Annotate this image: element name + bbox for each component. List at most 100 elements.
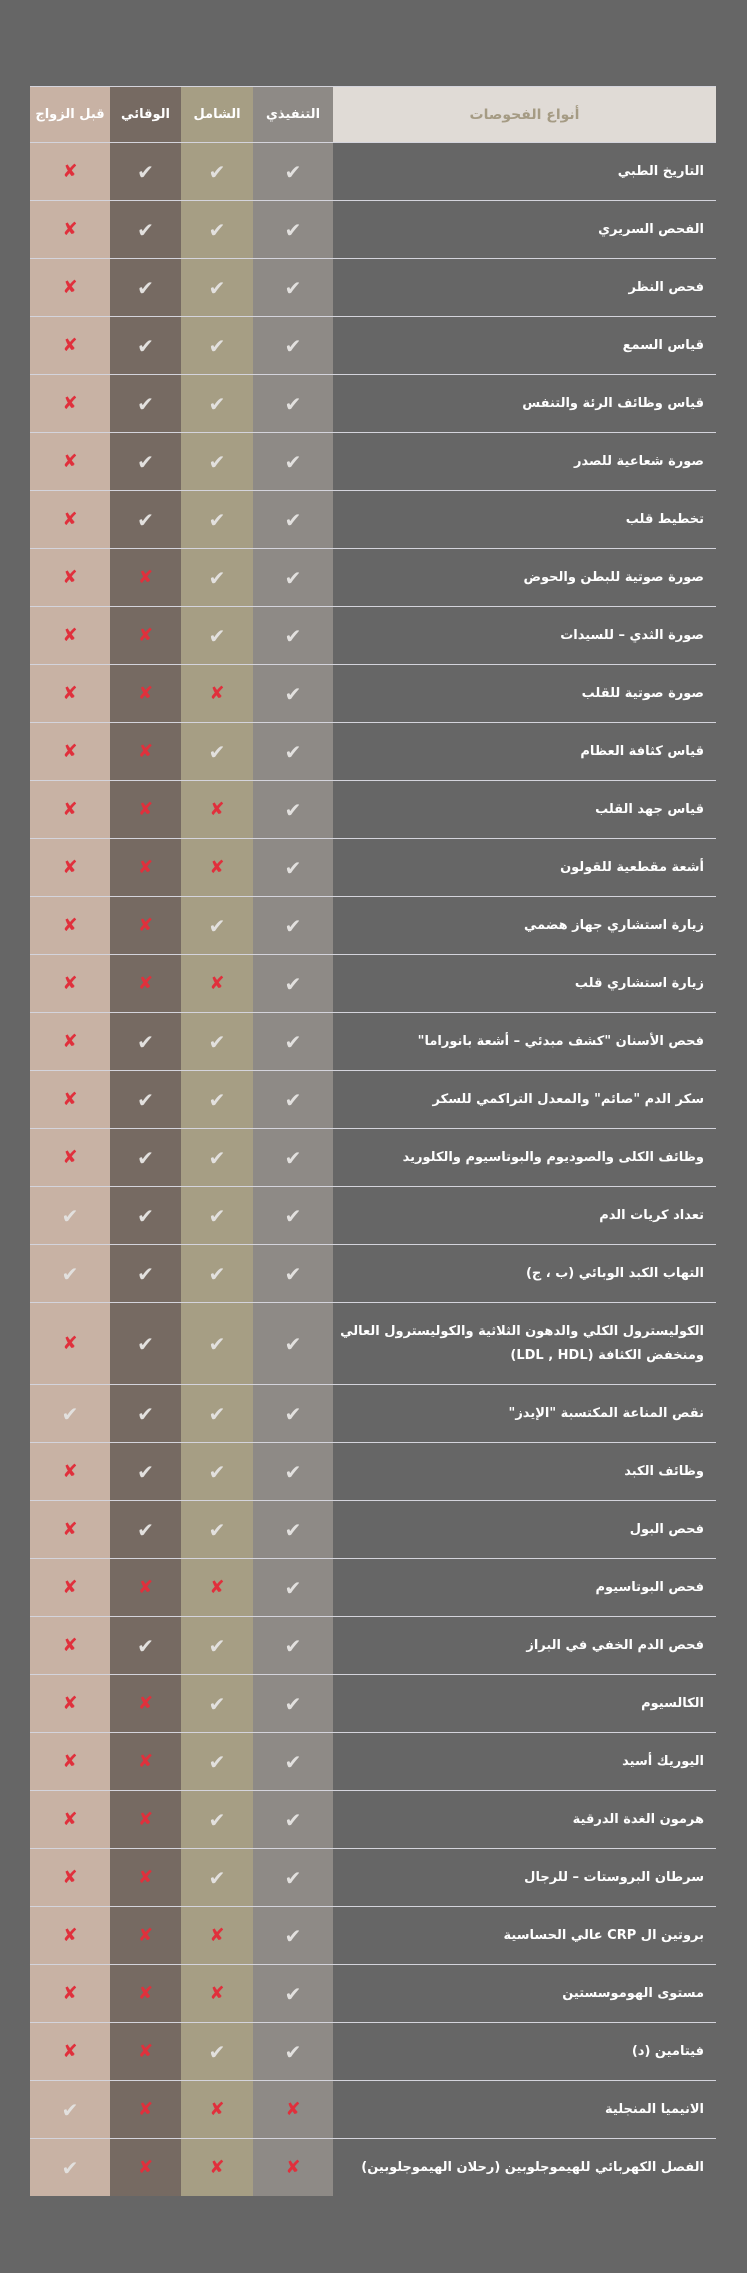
cell-premarital: ✘ <box>30 1907 110 1964</box>
cell-executive: ✔ <box>253 201 333 258</box>
cell-preventive: ✔ <box>110 1303 181 1384</box>
cross-icon: ✘ <box>62 1088 78 1110</box>
table-header: أنواع الفحوصات التنفيذي الشامل الوقائي ق… <box>30 86 716 142</box>
check-icon: ✔ <box>284 1401 302 1426</box>
table-row: الانيميا المنجلية ✘ ✘ ✘ ✔ <box>30 2080 716 2138</box>
cell-preventive: ✔ <box>110 1245 181 1302</box>
test-name: وظائف الكلى والصوديوم والبوتاسيوم والكلو… <box>402 1149 704 1165</box>
cell-preventive: ✘ <box>110 549 181 606</box>
cross-icon: ✘ <box>137 2156 154 2178</box>
test-name: الانيميا المنجلية <box>605 2101 704 2117</box>
check-icon: ✔ <box>284 1807 302 1832</box>
cross-icon: ✘ <box>62 508 78 530</box>
cell-premarital: ✘ <box>30 1791 110 1848</box>
table-row: الفصل الكهربائي للهيموجلوبين (رحلان الهي… <box>30 2138 716 2196</box>
check-icon: ✔ <box>284 1923 302 1948</box>
test-name: الكوليسترول الكلي والدهون الثلاثية والكو… <box>340 1323 704 1363</box>
cell-premarital: ✘ <box>30 317 110 374</box>
check-icon: ✔ <box>284 1691 302 1716</box>
check-icon: ✔ <box>208 1459 226 1484</box>
cell-preventive: ✔ <box>110 1617 181 1674</box>
cross-icon: ✘ <box>285 2156 301 2178</box>
cell-comprehensive: ✔ <box>181 433 253 490</box>
test-name: سكر الدم "صائم" والمعدل التراكمي للسكر <box>432 1091 704 1107</box>
cell-executive: ✔ <box>253 1245 333 1302</box>
check-icon: ✔ <box>284 739 302 764</box>
cell-preventive: ✔ <box>110 1443 181 1500</box>
cell-premarital: ✘ <box>30 839 110 896</box>
table-row: الكالسيوم ✔ ✔ ✘ ✘ <box>30 1674 716 1732</box>
cell-executive: ✔ <box>253 259 333 316</box>
check-icon: ✔ <box>208 623 226 648</box>
cell-preventive: ✔ <box>110 1013 181 1070</box>
tests-comparison-table: أنواع الفحوصات التنفيذي الشامل الوقائي ق… <box>30 86 716 2196</box>
cell-premarital: ✔ <box>30 1385 110 1442</box>
cell-comprehensive: ✔ <box>181 317 253 374</box>
cell-comprehensive: ✘ <box>181 955 253 1012</box>
cell-comprehensive: ✔ <box>181 491 253 548</box>
cell-premarital: ✘ <box>30 2023 110 2080</box>
cell-comprehensive: ✔ <box>181 1617 253 1674</box>
check-icon: ✔ <box>284 1145 302 1170</box>
cell-comprehensive: ✔ <box>181 1187 253 1244</box>
cell-premarital: ✘ <box>30 1013 110 1070</box>
check-icon: ✔ <box>137 159 154 184</box>
check-icon: ✔ <box>137 1633 154 1658</box>
check-icon: ✔ <box>208 739 226 764</box>
check-icon: ✔ <box>137 275 154 300</box>
cell-preventive: ✔ <box>110 1501 181 1558</box>
check-icon: ✔ <box>284 449 302 474</box>
check-icon: ✔ <box>284 507 302 532</box>
cell-preventive: ✔ <box>110 491 181 548</box>
cell-comprehensive: ✔ <box>181 1791 253 1848</box>
cell-executive: ✔ <box>253 1617 333 1674</box>
check-icon: ✔ <box>284 1865 302 1890</box>
check-icon: ✔ <box>284 1261 302 1286</box>
cell-preventive: ✔ <box>110 143 181 200</box>
check-icon: ✔ <box>137 1261 154 1286</box>
cell-comprehensive: ✔ <box>181 259 253 316</box>
test-name: صورة الثدي – للسيدات <box>560 627 704 643</box>
table-row: هرمون الغدة الدرقية ✔ ✔ ✘ ✘ <box>30 1790 716 1848</box>
table-row: اليوريك أسيد ✔ ✔ ✘ ✘ <box>30 1732 716 1790</box>
table-row: زيارة استشاري جهاز هضمي ✔ ✔ ✘ ✘ <box>30 896 716 954</box>
cell-preventive: ✘ <box>110 607 181 664</box>
header-preventive: الوقائي <box>110 87 181 142</box>
check-icon: ✔ <box>284 1749 302 1774</box>
check-icon: ✔ <box>61 2155 79 2180</box>
cross-icon: ✘ <box>62 218 78 240</box>
cell-preventive: ✘ <box>110 2023 181 2080</box>
test-name: فحص الأسنان "كشف مبدئي – أشعة بانوراما" <box>417 1033 704 1049</box>
cell-executive: ✔ <box>253 1849 333 1906</box>
cell-premarital: ✘ <box>30 143 110 200</box>
cross-icon: ✘ <box>62 1982 78 2004</box>
cell-executive: ✔ <box>253 143 333 200</box>
cell-premarital: ✘ <box>30 607 110 664</box>
test-name: قياس كثافة العظام <box>580 743 704 759</box>
cell-comprehensive: ✔ <box>181 375 253 432</box>
cell-comprehensive: ✔ <box>181 1303 253 1384</box>
test-name: قياس جهد القلب <box>595 801 704 817</box>
cross-icon: ✘ <box>209 856 225 878</box>
cross-icon: ✘ <box>62 392 78 414</box>
cell-executive: ✔ <box>253 781 333 838</box>
test-name: تخطيط قلب <box>625 511 704 527</box>
cell-preventive: ✘ <box>110 2139 181 2196</box>
header-comprehensive: الشامل <box>181 87 253 142</box>
table-row: نقص المناعة المكتسبة "الإيدز" ✔ ✔ ✔ ✔ <box>30 1384 716 1442</box>
test-name: قياس وظائف الرئة والتنفس <box>522 395 704 411</box>
cell-comprehensive: ✘ <box>181 839 253 896</box>
check-icon: ✔ <box>61 2097 79 2122</box>
cell-comprehensive: ✔ <box>181 1443 253 1500</box>
check-icon: ✔ <box>284 913 302 938</box>
cell-executive: ✔ <box>253 317 333 374</box>
header-executive: التنفيذي <box>253 87 333 142</box>
check-icon: ✔ <box>284 333 302 358</box>
check-icon: ✔ <box>208 1203 226 1228</box>
cell-executive: ✔ <box>253 1385 333 1442</box>
cell-executive: ✔ <box>253 375 333 432</box>
cell-preventive: ✔ <box>110 433 181 490</box>
cell-comprehensive: ✘ <box>181 1965 253 2022</box>
cell-executive: ✔ <box>253 607 333 664</box>
cross-icon: ✘ <box>62 2040 78 2062</box>
